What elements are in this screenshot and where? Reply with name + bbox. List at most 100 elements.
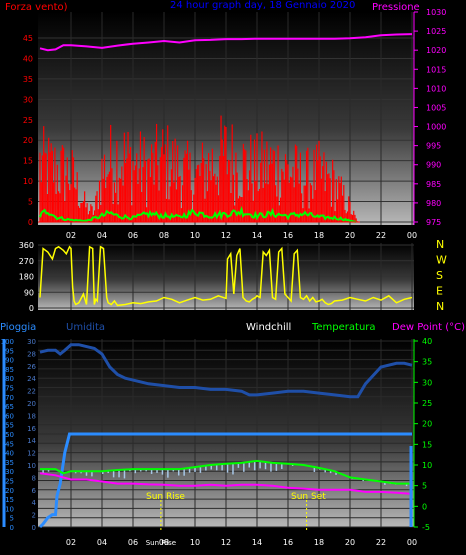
pressure-y-tick-label: 1005 [426, 103, 446, 112]
pressure-y-tick-label: 1030 [426, 8, 446, 17]
direction-y-axis-ticks: 0 90 180 270 360 [19, 241, 34, 313]
pressure-y-tick-label: 975 [426, 218, 441, 227]
wind-y-tick-label: 10 [23, 177, 33, 186]
wind-x-tick-label: 22 [376, 231, 386, 240]
gust-line [39, 205, 357, 223]
windchill-legend: Windchill [246, 322, 291, 333]
temperature-y-tick-label: 5 [422, 482, 427, 491]
humidity-y-tick-label: 26 [27, 363, 36, 371]
rain-legend: Pioggia [0, 322, 36, 333]
temperature-y-tick-label: 25 [422, 399, 432, 408]
rain-y-tick-label: 45 [5, 440, 14, 448]
temperature-y-tick-label: 35 [422, 358, 432, 367]
wind-y-tick-label: 25 [23, 116, 33, 125]
compass-label: N [436, 238, 444, 251]
temp-x-tick-label: 08 [159, 538, 169, 547]
wind-axis-title: Forza vento) [5, 2, 68, 13]
temperature-y-tick-label: 20 [422, 420, 432, 429]
temp-x-tick-label: Sun Rise [146, 539, 176, 547]
compass-label: N [436, 300, 444, 313]
wind-y-tick-label: 35 [23, 75, 33, 84]
rain-y-tick-label: 85 [5, 366, 14, 374]
compass-label: E [436, 285, 443, 298]
wind-x-axis-ticks: 02 04 06 08 10 12 14 16 18 20 22 00 [66, 231, 417, 240]
temperature-y-tick-label: 15 [422, 440, 432, 449]
temperature-y-tick-label: 30 [422, 378, 432, 387]
compass-label: S [436, 269, 443, 282]
humidity-legend: Umidita [66, 322, 105, 333]
sun-rise-label: Sun Rise [146, 492, 185, 502]
wind-y-tick-label: 5 [28, 198, 33, 207]
temperature-y-tick-label: 0 [422, 502, 427, 511]
pressure-y-tick-label: 1010 [426, 84, 446, 93]
chart-title: 24 hour graph day, 18 Gennaio 2020 [170, 0, 355, 11]
humidity-y-tick-label: 8 [32, 474, 36, 482]
humidity-y-tick-label: 6 [32, 487, 37, 495]
rain-line [38, 432, 412, 529]
humidity-y-tick-label: 18 [27, 412, 36, 420]
wind-y-tick-label: 40 [23, 54, 33, 63]
rain-y-tick-label: 80 [5, 375, 14, 383]
rain-y-tick-label: 65 [5, 403, 14, 411]
temp-x-tick-label: 16 [283, 538, 293, 547]
humidity-y-tick-label: 14 [27, 437, 36, 445]
rain-y-tick-label: 20 [5, 487, 14, 495]
humidity-y-tick-label: 2 [32, 512, 36, 520]
wind-x-tick-label: 08 [159, 231, 169, 240]
wind-x-tick-label: 16 [283, 231, 293, 240]
direction-y-tick-label: 90 [24, 288, 34, 297]
rain-y-tick-label: 25 [5, 478, 14, 486]
rain-y-tick-label: 40 [5, 450, 14, 458]
temp-x-tick-label: 12 [221, 538, 231, 547]
pressure-y-tick-label: 1015 [426, 65, 446, 74]
humidity-y-tick-label: 20 [27, 400, 36, 408]
temp-x-tick-label: 04 [97, 538, 107, 547]
humidity-y-tick-label: 10 [27, 462, 36, 470]
wind-y-tick-label: 30 [23, 95, 33, 104]
dewpoint-legend: Dew Point (°C) [392, 322, 465, 333]
wind-bars [39, 115, 359, 222]
temp-x-tick-label: 22 [376, 538, 386, 547]
wind-y-tick-label: 0 [28, 218, 33, 227]
humidity-y-tick-label: 4 [32, 499, 37, 507]
rain-y-tick-label: 50 [5, 431, 14, 439]
rain-y-tick-label: 90 [5, 357, 14, 365]
direction-y-tick-label: 0 [29, 304, 34, 313]
humidity-y-tick-label: 24 [27, 375, 36, 383]
pressure-y-tick-label: 995 [426, 142, 441, 151]
rain-y-tick-label: 35 [5, 459, 14, 467]
temperature-y-tick-label: 40 [422, 337, 432, 346]
rain-y-tick-label: 55 [5, 422, 14, 430]
wind-x-tick-label: 12 [221, 231, 231, 240]
temp-x-tick-label: 06 [128, 538, 138, 547]
pressure-y-tick-label: 1000 [426, 123, 446, 132]
temperature-y-tick-label: -5 [422, 523, 430, 532]
rain-y-tick-label: 15 [5, 496, 14, 504]
humidity-y-tick-label: 22 [27, 388, 36, 396]
rain-y-tick-label: 10 [5, 505, 14, 513]
temp-x-tick-label: 18 [314, 538, 324, 547]
wind-y-tick-label: 20 [23, 136, 33, 145]
temp-x-tick-label: 14 [252, 538, 262, 547]
humidity-line [39, 343, 413, 399]
wind-x-tick-label: 04 [97, 231, 107, 240]
temperature-line [40, 459, 412, 485]
pressure-y-tick-label: 985 [426, 180, 441, 189]
humidity-y-tick-label: 12 [27, 450, 36, 458]
temperature-humidity-panel: Sun Rise Sun Set 05101520253035404550556… [0, 322, 465, 547]
compass-label: W [436, 254, 447, 267]
pressure-y-tick-label: 1025 [426, 27, 446, 36]
direction-panel-grid [38, 243, 414, 310]
rain-y-tick-label: 70 [5, 394, 14, 402]
direction-y-tick-label: 360 [19, 241, 34, 250]
dewpoint-line [39, 472, 413, 495]
direction-y-tick-label: 180 [19, 273, 34, 282]
wind-x-tick-label: 02 [66, 231, 76, 240]
humidity-y-tick-label: 0 [32, 524, 36, 532]
